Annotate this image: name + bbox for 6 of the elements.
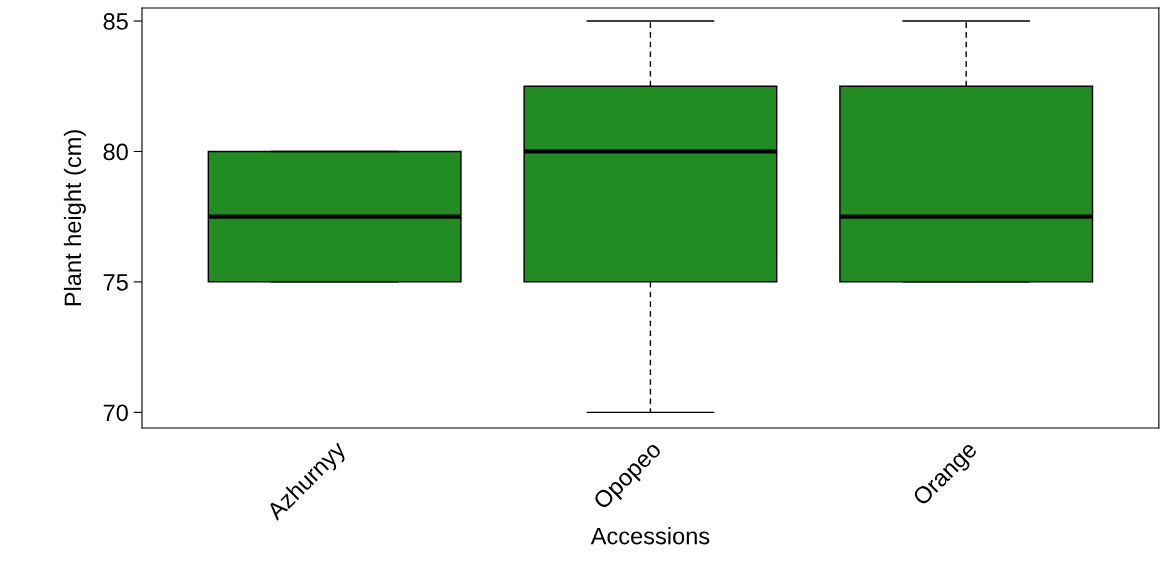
- y-tick-label: 75: [103, 274, 128, 291]
- x-axis-title: Accessions: [590, 527, 710, 545]
- y-tick-label: 80: [103, 143, 128, 161]
- y-tick-label: 70: [103, 404, 128, 422]
- y-axis-title: Plant height (cm): [63, 130, 86, 306]
- y-tick-label: 85: [103, 13, 128, 30]
